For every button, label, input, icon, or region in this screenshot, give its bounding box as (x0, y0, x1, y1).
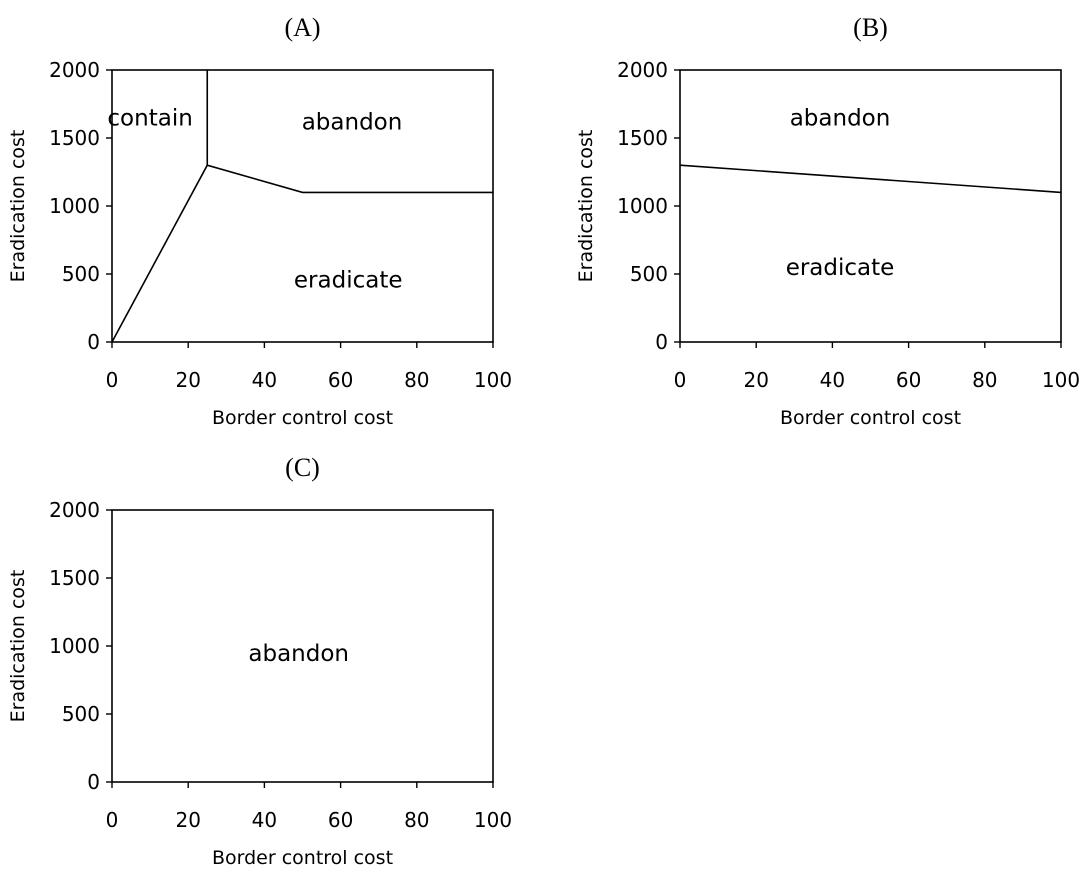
panel-b-title: (B) (853, 13, 888, 42)
panel-a-y-tick-label: 1500 (49, 126, 100, 150)
panel-c-y-tick-label: 1500 (49, 566, 100, 590)
chart-panel-c: (C) 0 500 1000 1500 2000 0 20 40 60 80 100 Border co… (7, 453, 512, 869)
panel-a-y-tick-label: 500 (62, 262, 100, 286)
panel-c-region-label-abandon: abandon (248, 641, 349, 667)
panel-a-x-tick-label: 80 (404, 368, 429, 392)
panel-b-y-axis-label: Eradication cost (575, 130, 597, 283)
panel-b-region-label-abandon: abandon (790, 106, 891, 132)
panel-b-x-tick-label: 40 (820, 368, 845, 392)
panel-a-x-tick-label: 0 (106, 368, 119, 392)
panel-b-x-tick-label: 80 (972, 368, 997, 392)
panel-c-x-tick-label: 40 (252, 808, 277, 832)
panel-c-x-tick-label: 80 (404, 808, 429, 832)
panel-c-y-tick-label: 1000 (49, 634, 100, 658)
panel-c-x-tick-label: 0 (106, 808, 119, 832)
panel-a-y-tick-label: 1000 (49, 194, 100, 218)
panel-c-x-tick-label: 60 (328, 808, 353, 832)
panel-b-y-tick-label: 1500 (617, 126, 668, 150)
chart-panel-a: (A) 0 500 1000 1500 2000 0 20 40 60 80 100 Border co… (7, 13, 512, 429)
panel-b-region-label-eradicate: eradicate (786, 255, 895, 281)
panel-a-region-label-abandon: abandon (302, 110, 403, 136)
panel-a-x-axis-label: Border control cost (212, 407, 393, 429)
panel-b-y-tick-label: 0 (655, 330, 668, 354)
panel-a-y-tick-label: 0 (87, 330, 100, 354)
panel-a-title: (A) (284, 13, 320, 42)
panel-a-boundary-line-1 (111, 164, 493, 343)
panel-a-x-tick-label: 20 (175, 368, 200, 392)
chart-panel-b: (B) 0 500 1000 1500 2000 0 20 40 60 80 100 Border co… (575, 13, 1080, 429)
panel-b-x-tick-label: 60 (896, 368, 921, 392)
panel-a-y-tick-label: 2000 (49, 58, 100, 82)
panel-c-y-tick-label: 0 (87, 770, 100, 794)
panel-b-y-tick-label: 500 (630, 262, 668, 286)
panel-b-y-tick-label: 2000 (617, 58, 668, 82)
panel-c-title: (C) (285, 453, 320, 482)
panel-a-region-label-contain: contain (107, 106, 192, 132)
panel-b-x-tick-label: 20 (743, 368, 768, 392)
panel-c-y-axis-label: Eradication cost (7, 570, 29, 723)
panel-b-x-tick-label: 100 (1042, 368, 1080, 392)
panel-b-x-tick-label: 0 (674, 368, 687, 392)
panel-a-x-tick-label: 40 (252, 368, 277, 392)
panel-a-region-label-eradicate: eradicate (294, 267, 403, 293)
panel-c-y-tick-label: 2000 (49, 498, 100, 522)
panel-c-x-axis-label: Border control cost (212, 847, 393, 869)
panel-b-boundary-line-1 (679, 164, 1062, 194)
panel-b-y-tick-label: 1000 (617, 194, 668, 218)
panel-c-x-tick-label: 100 (474, 808, 512, 832)
panel-c-y-tick-label: 500 (62, 702, 100, 726)
panel-c-x-tick-label: 20 (175, 808, 200, 832)
panel-a-x-tick-label: 100 (474, 368, 512, 392)
panel-a-y-axis-label: Eradication cost (7, 130, 29, 283)
panel-b-x-axis-label: Border control cost (780, 407, 961, 429)
panel-a-x-tick-label: 60 (328, 368, 353, 392)
